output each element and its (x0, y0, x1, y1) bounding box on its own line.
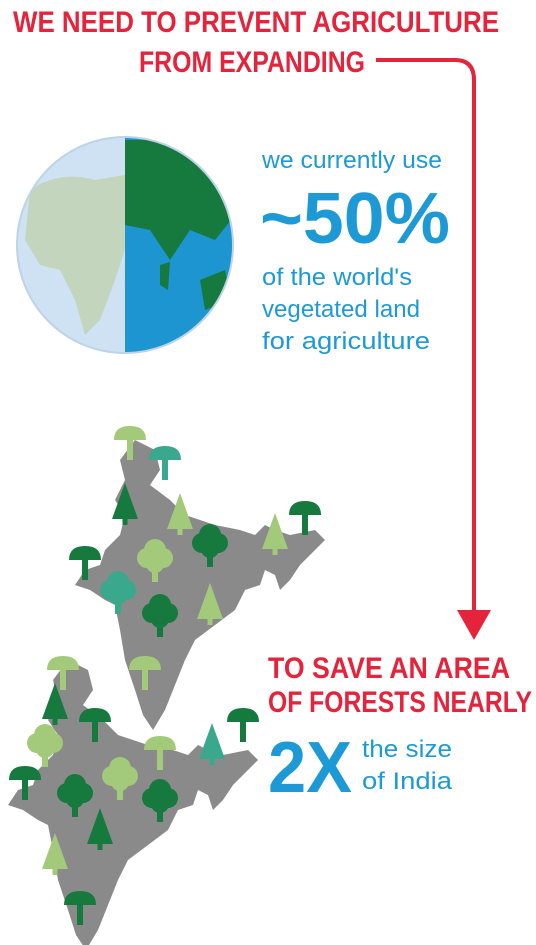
india-map (8, 660, 258, 945)
usage-figure: ~50% (260, 179, 450, 259)
goal-text: OF FORESTS NEARLY (268, 686, 532, 719)
usage-text: of the world's (262, 264, 412, 291)
usage-text: vegetated land (262, 296, 420, 323)
goal-text: TO SAVE AN AREA (268, 652, 510, 685)
arrow-head (457, 610, 491, 640)
goal-suffix: of India (362, 768, 453, 795)
arrow (376, 58, 476, 612)
headline: FROM EXPANDING (139, 46, 365, 79)
usage-lead: we currently use (261, 147, 442, 174)
usage-text: for agriculture (262, 328, 430, 355)
goal-suffix: the size (362, 736, 452, 763)
headline: WE NEED TO PREVENT AGRICULTURE (13, 6, 499, 39)
goal-figure: 2X (268, 728, 352, 808)
globe-edge (16, 136, 234, 354)
